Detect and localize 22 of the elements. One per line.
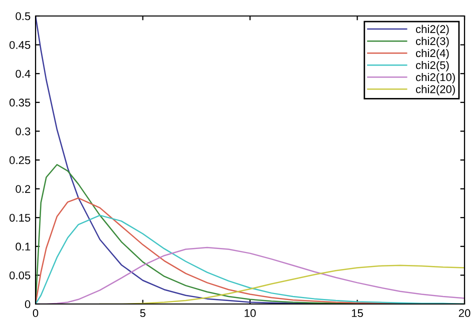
y-tick-label: 0.45	[10, 41, 30, 49]
x-tick-label: 0	[32, 309, 38, 318]
y-tick-label: 0.05	[10, 271, 30, 280]
y-tick-label: 0.3	[16, 127, 30, 136]
y-tick-label: 0.2	[16, 185, 30, 193]
x-tick-label: 15	[352, 309, 363, 318]
y-tick-label: 0	[24, 300, 30, 308]
x-tick-label: 20	[458, 309, 470, 318]
legend-label: chi2(20)	[416, 85, 455, 96]
legend-label: chi2(5)	[416, 60, 449, 72]
legend-label: chi2(3)	[416, 36, 449, 48]
legend-label: chi2(2)	[416, 24, 449, 36]
y-tick-label: 0.25	[10, 156, 30, 164]
y-tick-label: 0.15	[10, 214, 30, 222]
y-tick-label: 0.35	[10, 98, 30, 107]
legend-label: chi2(10)	[416, 72, 455, 84]
y-tick-label: 0.1	[16, 242, 30, 251]
x-tick-label: 10	[244, 309, 256, 318]
legend-label: chi2(4)	[416, 48, 449, 60]
y-tick-label: 0.4	[16, 70, 30, 78]
x-tick-label: 5	[140, 309, 146, 318]
y-tick-label: 0.5	[16, 12, 30, 20]
